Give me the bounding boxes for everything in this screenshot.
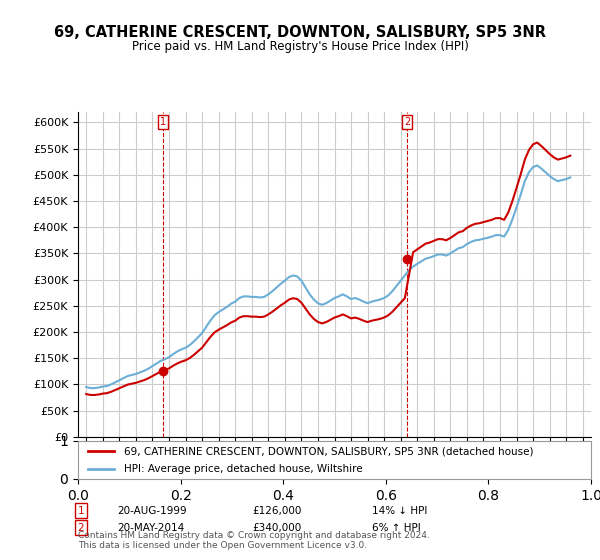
Text: HPI: Average price, detached house, Wiltshire: HPI: Average price, detached house, Wilt…: [124, 464, 363, 474]
Text: 2: 2: [404, 116, 410, 127]
Text: 20-AUG-1999: 20-AUG-1999: [117, 506, 187, 516]
Text: 2: 2: [77, 522, 85, 533]
Text: Contains HM Land Registry data © Crown copyright and database right 2024.
This d: Contains HM Land Registry data © Crown c…: [78, 530, 430, 550]
Text: £126,000: £126,000: [252, 506, 301, 516]
Text: 1: 1: [77, 506, 85, 516]
Text: 14% ↓ HPI: 14% ↓ HPI: [372, 506, 427, 516]
Text: 1: 1: [160, 116, 166, 127]
Text: 69, CATHERINE CRESCENT, DOWNTON, SALISBURY, SP5 3NR (detached house): 69, CATHERINE CRESCENT, DOWNTON, SALISBU…: [124, 446, 533, 456]
Text: 69, CATHERINE CRESCENT, DOWNTON, SALISBURY, SP5 3NR: 69, CATHERINE CRESCENT, DOWNTON, SALISBU…: [54, 25, 546, 40]
Text: £340,000: £340,000: [252, 522, 301, 533]
Text: Price paid vs. HM Land Registry's House Price Index (HPI): Price paid vs. HM Land Registry's House …: [131, 40, 469, 53]
Text: 20-MAY-2014: 20-MAY-2014: [117, 522, 184, 533]
Text: 6% ↑ HPI: 6% ↑ HPI: [372, 522, 421, 533]
